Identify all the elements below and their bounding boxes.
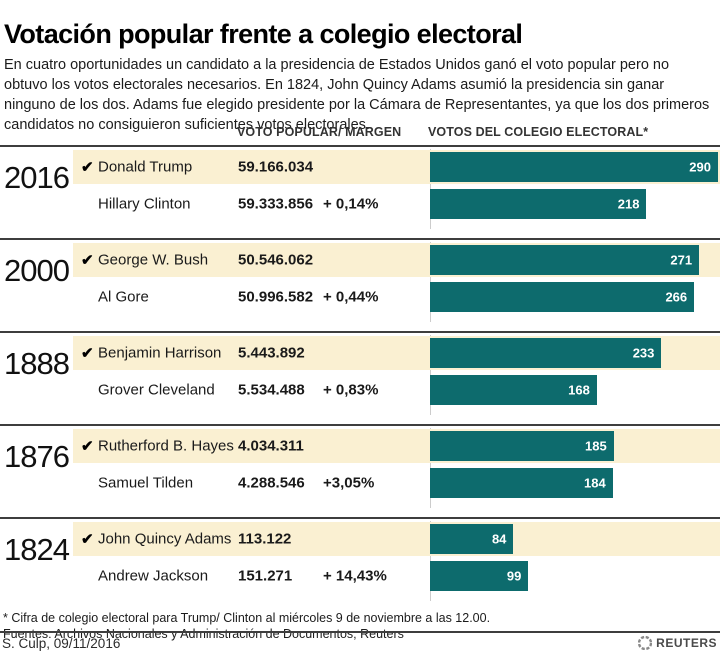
candidate-row: Andrew Jackson 151.271 + 14,43% 99	[73, 559, 720, 593]
election-section: 1876 ✔ Rutherford B. Hayes 4.034.311 185…	[0, 424, 720, 517]
year-label: 2016	[4, 160, 70, 195]
election-section: 1888 ✔ Benjamin Harrison 5.443.892 233 G…	[0, 331, 720, 424]
electoral-votes-bar: 185	[430, 431, 614, 461]
year-label: 1876	[4, 439, 70, 474]
margin-value: +3,05%	[323, 474, 375, 492]
candidate-row: ✔ Donald Trump 59.166.034 290	[73, 150, 720, 184]
candidate-rows: ✔ George W. Bush 50.546.062 271 Al Gore …	[73, 242, 720, 322]
electoral-votes-bar: 84	[430, 524, 514, 554]
bar-track: 233	[430, 338, 718, 368]
electoral-votes-label: 218	[617, 196, 640, 212]
bar-track: 99	[430, 561, 718, 591]
electoral-votes-bar: 218	[430, 189, 647, 219]
winner-check-icon: ✔	[81, 345, 94, 362]
reuters-logo: REUTERS	[638, 636, 717, 650]
column-header-popular-vote: VOTO POPULAR/ MARGEN	[237, 125, 402, 139]
candidate-row: Hillary Clinton 59.333.856 + 0,14% 218	[73, 187, 720, 221]
electoral-votes-bar: 184	[430, 468, 613, 498]
popular-vote-value: 113.122	[238, 530, 292, 548]
candidate-row: ✔ Rutherford B. Hayes 4.034.311 185	[73, 429, 720, 463]
electoral-votes-label: 185	[585, 438, 607, 454]
electoral-votes-label: 271	[670, 252, 693, 268]
electoral-votes-label: 184	[584, 475, 606, 491]
candidate-row: ✔ George W. Bush 50.546.062 271	[73, 243, 720, 277]
popular-vote-value: 50.546.062	[238, 251, 314, 269]
candidate-name: Hillary Clinton	[98, 195, 191, 213]
popular-vote-value: 151.271	[238, 567, 293, 585]
electoral-votes-bar: 99	[430, 561, 529, 591]
sources-line: Fuentes: Archivos Nacionales y Administr…	[3, 626, 404, 641]
electoral-votes-label: 233	[632, 345, 655, 361]
year-label: 1824	[4, 532, 70, 567]
electoral-votes-bar: 266	[430, 282, 695, 312]
bar-track: 84	[430, 524, 718, 554]
margin-value: + 14,43%	[323, 567, 387, 585]
candidate-row: Samuel Tilden 4.288.546 +3,05% 184	[73, 466, 720, 500]
column-header-electoral-votes: VOTOS DEL COLEGIO ELECTORAL*	[428, 125, 649, 139]
candidate-row: ✔ John Quincy Adams 113.122 84	[73, 522, 720, 556]
margin-value: + 0,14%	[323, 195, 379, 213]
year-label: 1888	[4, 346, 70, 381]
electoral-votes-bar: 290	[430, 152, 718, 182]
candidate-rows: ✔ Rutherford B. Hayes 4.034.311 185 Samu…	[73, 428, 720, 508]
page-title: Votación popular frente a colegio electo…	[4, 19, 523, 50]
candidate-name: Samuel Tilden	[98, 474, 194, 492]
election-section: 1824 ✔ John Quincy Adams 113.122 84 Andr…	[0, 517, 720, 610]
candidate-name: Donald Trump	[98, 158, 193, 176]
candidate-row: ✔ Benjamin Harrison 5.443.892 233	[73, 336, 720, 370]
margin-value: + 0,44%	[323, 288, 379, 306]
election-section: 2016 ✔ Donald Trump 59.166.034 290 Hilla…	[0, 145, 720, 238]
candidate-name: Benjamin Harrison	[98, 344, 222, 362]
popular-vote-value: 59.166.034	[238, 158, 314, 176]
popular-vote-value: 50.996.582	[238, 288, 314, 306]
candidate-rows: ✔ John Quincy Adams 113.122 84 Andrew Ja…	[73, 521, 720, 601]
bar-track: 271	[430, 245, 718, 275]
popular-vote-value: 4.034.311	[238, 437, 304, 455]
election-section: 2000 ✔ George W. Bush 50.546.062 271 Al …	[0, 238, 720, 331]
margin-value: + 0,83%	[323, 381, 379, 399]
bar-track: 185	[430, 431, 718, 461]
reuters-logo-text: REUTERS	[656, 636, 717, 650]
popular-vote-value: 5.534.488	[238, 381, 305, 399]
candidate-rows: ✔ Benjamin Harrison 5.443.892 233 Grover…	[73, 335, 720, 415]
electoral-votes-label: 168	[568, 382, 590, 398]
electoral-votes-label: 99	[506, 568, 522, 584]
bottom-divider	[0, 631, 720, 633]
candidate-name: John Quincy Adams	[98, 530, 232, 548]
bar-track: 184	[430, 468, 718, 498]
candidate-rows: ✔ Donald Trump 59.166.034 290 Hillary Cl…	[73, 149, 720, 229]
candidate-name: Rutherford B. Hayes	[98, 437, 234, 455]
intro-text: En cuatro oportunidades un candidato a l…	[4, 56, 710, 133]
winner-check-icon: ✔	[81, 531, 94, 548]
candidate-name: Al Gore	[98, 288, 149, 306]
bar-track: 218	[430, 189, 718, 219]
candidate-row: Grover Cleveland 5.534.488 + 0,83% 168	[73, 373, 720, 407]
reuters-circle-icon	[638, 636, 653, 650]
electoral-votes-bar: 233	[430, 338, 662, 368]
winner-check-icon: ✔	[81, 252, 94, 269]
electoral-votes-bar: 168	[430, 375, 597, 405]
bar-track: 266	[430, 282, 718, 312]
electoral-votes-label: 290	[689, 159, 711, 175]
bar-chart: 2016 ✔ Donald Trump 59.166.034 290 Hilla…	[0, 145, 720, 610]
popular-vote-value: 5.443.892	[238, 344, 305, 362]
popular-vote-value: 59.333.856	[238, 195, 314, 213]
electoral-votes-label: 266	[665, 289, 688, 305]
bar-track: 290	[430, 152, 718, 182]
year-label: 2000	[4, 253, 70, 288]
winner-check-icon: ✔	[81, 438, 94, 455]
candidate-name: Grover Cleveland	[98, 381, 215, 399]
candidate-name: George W. Bush	[98, 251, 209, 269]
bar-track: 168	[430, 375, 718, 405]
winner-check-icon: ✔	[81, 159, 94, 176]
footnote: * Cifra de colegio electoral para Trump/…	[3, 610, 491, 625]
credit-byline: S. Culp, 09/11/2016	[2, 636, 121, 651]
electoral-votes-label: 84	[491, 531, 507, 547]
electoral-votes-bar: 271	[430, 245, 700, 275]
popular-vote-value: 4.288.546	[238, 474, 305, 492]
candidate-row: Al Gore 50.996.582 + 0,44% 266	[73, 280, 720, 314]
candidate-name: Andrew Jackson	[98, 567, 209, 585]
